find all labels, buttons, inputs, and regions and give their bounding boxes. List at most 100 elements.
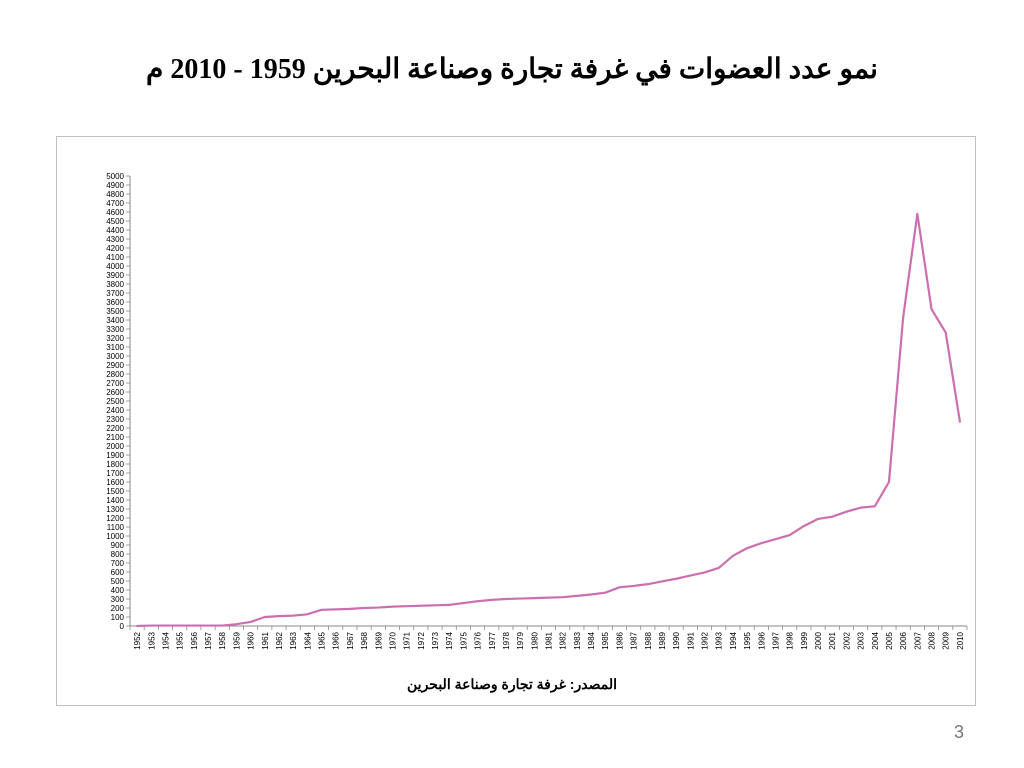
y-tick-label: 3300: [106, 325, 124, 334]
x-tick-label: 1977: [488, 631, 497, 649]
y-tick-label: 4900: [106, 181, 124, 190]
x-tick-label: 2010: [956, 631, 965, 649]
y-tick-label: 1700: [106, 469, 124, 478]
y-tick-label: 4700: [106, 199, 124, 208]
x-tick-label: 1964: [303, 631, 312, 649]
y-tick-label: 4600: [106, 208, 124, 217]
y-tick-label: 3600: [106, 298, 124, 307]
x-tick-label: 1995: [743, 631, 752, 649]
x-tick-label: 1989: [658, 631, 667, 649]
y-tick-label: 1000: [106, 532, 124, 541]
x-tick-label: 1982: [559, 631, 568, 649]
x-tick-label: 1974: [445, 631, 454, 649]
y-tick-label: 2100: [106, 433, 124, 442]
x-tick-label: 1984: [587, 631, 596, 649]
y-tick-label: 600: [111, 568, 125, 577]
chart-source-note: المصدر: غرفة تجارة وصناعة البحرين: [407, 676, 617, 692]
x-tick-label: 2004: [871, 631, 880, 649]
x-tick-label: 1980: [530, 631, 539, 649]
y-tick-label: 1300: [106, 505, 124, 514]
y-tick-label: 3500: [106, 307, 124, 316]
x-tick-label: 1978: [502, 631, 511, 649]
y-tick-label: 4800: [106, 190, 124, 199]
chart-frame: 0 100 200 300 400 500 600 700 800 900 1000 1100 1200…: [56, 136, 976, 706]
y-tick-label: 4000: [106, 262, 124, 271]
x-tick-label: 1992: [701, 631, 710, 649]
x-tick-label: 1986: [615, 631, 624, 649]
x-tick-label: 2009: [942, 631, 951, 649]
x-tick-label: 1959: [232, 631, 241, 649]
y-tick-label: 3200: [106, 334, 124, 343]
y-tick-label: 500: [111, 577, 125, 586]
y-tick-label: 2300: [106, 415, 124, 424]
y-tick-label: 100: [111, 613, 125, 622]
x-tick-label: 1956: [190, 631, 199, 649]
x-tick-label: 1999: [800, 631, 809, 649]
x-tick-label: 1970: [388, 631, 397, 649]
y-tick-label: 1200: [106, 514, 124, 523]
x-tick-label: 2006: [899, 631, 908, 649]
x-tick-label: 1988: [644, 631, 653, 649]
y-tick-label: 1900: [106, 451, 124, 460]
y-tick-label: 0: [120, 622, 125, 631]
x-tick-label: 1965: [318, 631, 327, 649]
x-tick-label: 1994: [729, 631, 738, 649]
x-tick-label: 1958: [218, 631, 227, 649]
x-tick-label: 1979: [516, 631, 525, 649]
y-tick-label: 3900: [106, 271, 124, 280]
y-tick-label: 2700: [106, 379, 124, 388]
x-tick-label: 1966: [332, 631, 341, 649]
y-tick-label: 200: [111, 604, 125, 613]
x-tick-label: 1962: [275, 631, 284, 649]
y-tick-label: 3000: [106, 352, 124, 361]
y-tick-label: 2800: [106, 370, 124, 379]
y-tick-label: 700: [111, 559, 125, 568]
x-tick-label: 1983: [573, 631, 582, 649]
x-tick-label: 1967: [346, 631, 355, 649]
x-tick-label: 1954: [161, 631, 170, 649]
page-number: 3: [953, 722, 964, 742]
slide-title: نمو عدد العضوات في غرفة تجارة وصناعة الب…: [146, 54, 878, 85]
y-tick-label: 2200: [106, 424, 124, 433]
x-tick-label: 1990: [672, 631, 681, 649]
y-tick-label: 1800: [106, 460, 124, 469]
y-tick-label: 4500: [106, 217, 124, 226]
x-tick-label: 1968: [360, 631, 369, 649]
x-tick-label: 1993: [715, 631, 724, 649]
x-tick-label: 1996: [757, 631, 766, 649]
y-tick-label: 4200: [106, 244, 124, 253]
y-tick-label: 1400: [106, 496, 124, 505]
x-tick-label: 1976: [474, 631, 483, 649]
x-tick-label: 2005: [885, 631, 894, 649]
y-tick-label: 2000: [106, 442, 124, 451]
y-tick-label: 4300: [106, 235, 124, 244]
x-tick-label: 1987: [630, 631, 639, 649]
y-tick-label: 2400: [106, 406, 124, 415]
y-tick-label: 300: [111, 595, 125, 604]
x-tick-label: 1963: [289, 631, 298, 649]
x-tick-label: 1972: [417, 631, 426, 649]
y-tick-label: 900: [111, 541, 125, 550]
y-tick-label: 3100: [106, 343, 124, 352]
x-tick-label: 2002: [842, 631, 851, 649]
y-tick-label: 5000: [106, 172, 124, 181]
y-tick-label: 1100: [107, 523, 125, 532]
y-tick-label: 4100: [106, 253, 124, 262]
x-tick-label: 1971: [403, 631, 412, 649]
y-tick-label: 2900: [106, 361, 124, 370]
x-tick-label: 2003: [857, 631, 866, 649]
y-tick-label: 2500: [106, 397, 124, 406]
x-tick-label: 1997: [771, 631, 780, 649]
x-tick-label: 1998: [786, 631, 795, 649]
x-tick-label: 1952: [133, 631, 142, 649]
x-tick-label: 2008: [928, 631, 937, 649]
y-tick-label: 1600: [106, 478, 124, 487]
x-tick-label: 1953: [147, 631, 156, 649]
x-tick-label: 1975: [459, 631, 468, 649]
y-tick-label: 800: [111, 550, 125, 559]
x-tick-label: 1991: [686, 631, 695, 649]
x-tick-label: 1969: [374, 631, 383, 649]
x-tick-label: 1973: [431, 631, 440, 649]
y-tick-label: 4400: [106, 226, 124, 235]
y-tick-label: 3700: [106, 289, 124, 298]
